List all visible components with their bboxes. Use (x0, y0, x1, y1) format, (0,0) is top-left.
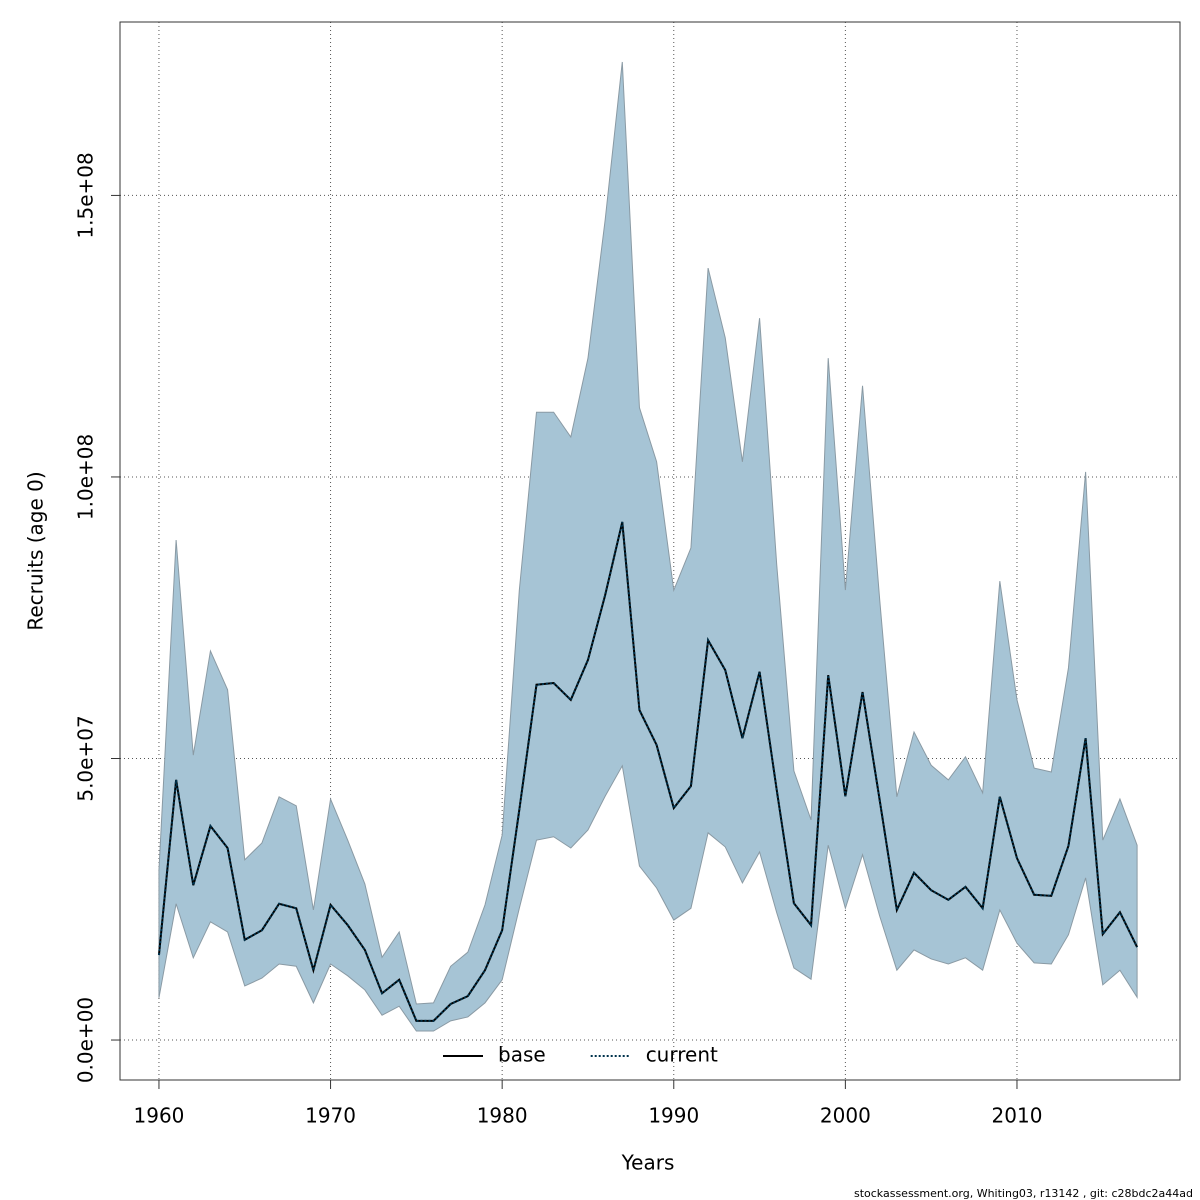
footnote: stockassessment.org, Whiting03, r13142 ,… (854, 1187, 1193, 1200)
legend-label: base (498, 1043, 546, 1067)
y-tick-label: 1.0e+08 (74, 434, 98, 520)
y-tick-label: 1.5e+08 (74, 152, 98, 238)
x-tick-label: 2000 (820, 1104, 871, 1128)
y-tick-label: 0.0e+00 (74, 997, 98, 1083)
x-axis-label: Years (621, 1151, 675, 1175)
y-axis-label: Recruits (age 0) (24, 471, 48, 630)
confidence-band (158, 61, 1138, 1032)
x-tick-label: 1980 (477, 1104, 528, 1128)
x-tick-label: 1990 (648, 1104, 699, 1128)
x-tick-label: 1960 (134, 1104, 185, 1128)
plot-frame (119, 21, 1181, 1081)
legend-label: current (646, 1043, 718, 1067)
series-line (157, 521, 1138, 1022)
x-tick-label: 2010 (992, 1104, 1043, 1128)
y-tick-label: 5.0e+07 (74, 715, 98, 801)
x-tick-label: 1970 (305, 1104, 356, 1128)
